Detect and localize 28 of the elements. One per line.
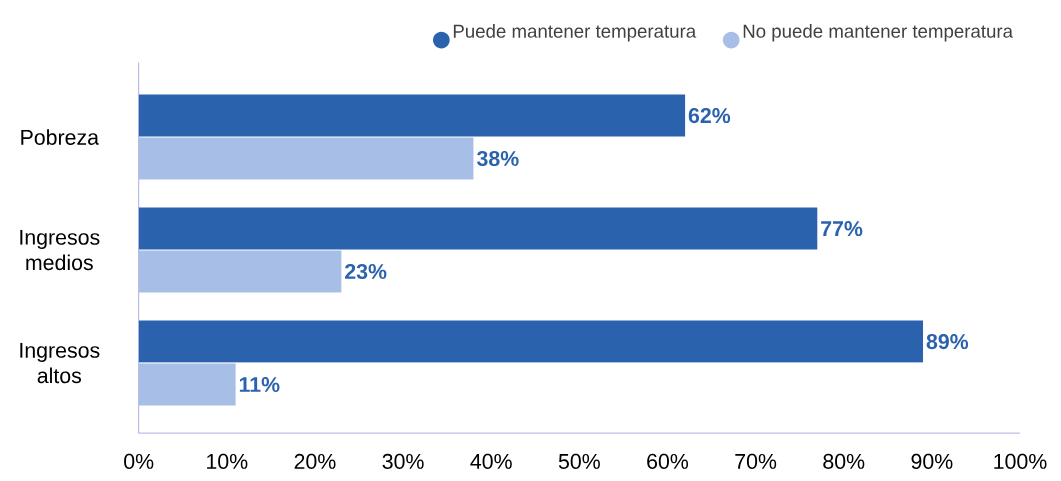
data-label: 62%	[688, 108, 731, 124]
y-tick-label: Ingresos altos	[20, 342, 100, 384]
x-tick-label: 30%	[382, 453, 424, 469]
data-label: 89%	[926, 334, 969, 350]
bar	[138, 250, 342, 293]
bar	[138, 207, 818, 250]
bar	[138, 137, 474, 180]
x-tick-label: 0%	[124, 453, 154, 469]
x-tick-label: 60%	[647, 453, 689, 469]
x-tick-label: 100%	[994, 453, 1047, 469]
bar	[138, 320, 924, 363]
x-tick-label: 40%	[470, 453, 512, 469]
data-label: 23%	[345, 263, 387, 280]
x-tick-label: 10%	[207, 453, 248, 469]
legend-label: No puede mantener temperatura	[743, 24, 1014, 42]
data-label: 38%	[476, 150, 519, 167]
x-tick-label: 50%	[558, 453, 600, 469]
y-tick-label: Pobreza	[21, 129, 100, 145]
x-tick-label: 90%	[911, 453, 953, 469]
bar	[138, 363, 236, 406]
y-tick-label: Ingresos medios	[20, 229, 100, 271]
data-label: 11%	[239, 377, 280, 393]
data-label: 77%	[821, 221, 863, 237]
legend-label: Puede mantener temperatura	[453, 24, 697, 42]
bar	[138, 94, 686, 137]
x-tick-label: 70%	[735, 453, 777, 469]
x-tick-label: 80%	[823, 453, 865, 469]
x-tick-label: 20%	[294, 453, 336, 469]
